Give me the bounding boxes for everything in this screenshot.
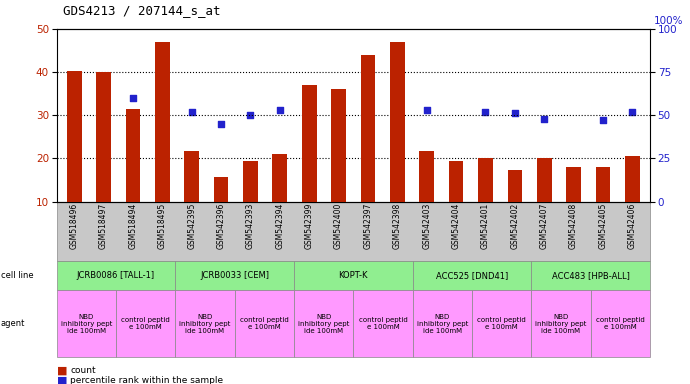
Point <box>362 90 373 96</box>
Text: NBD
inhibitory pept
ide 100mM: NBD inhibitory pept ide 100mM <box>535 313 586 334</box>
Point <box>627 109 638 115</box>
Bar <box>448 161 464 202</box>
Text: ▶: ▶ <box>87 319 92 328</box>
Point <box>275 107 286 113</box>
Bar <box>243 161 258 202</box>
Point <box>480 109 491 115</box>
Point <box>333 93 344 99</box>
Bar <box>478 157 493 202</box>
Text: NBD
inhibitory pept
ide 100mM: NBD inhibitory pept ide 100mM <box>61 313 112 334</box>
Bar <box>508 170 522 202</box>
Text: NBD
inhibitory pept
ide 100mM: NBD inhibitory pept ide 100mM <box>417 313 468 334</box>
Point <box>128 95 139 101</box>
Point <box>186 109 197 115</box>
Text: count: count <box>70 366 96 375</box>
Bar <box>361 55 375 202</box>
Text: NBD
inhibitory pept
ide 100mM: NBD inhibitory pept ide 100mM <box>179 313 230 334</box>
Text: JCRB0033 [CEM]: JCRB0033 [CEM] <box>200 271 269 280</box>
Point <box>421 107 432 113</box>
Text: control peptid
e 100mM: control peptid e 100mM <box>477 317 526 330</box>
Bar <box>625 156 640 202</box>
Point <box>509 111 520 117</box>
Text: control peptid
e 100mM: control peptid e 100mM <box>121 317 170 330</box>
Point <box>157 86 168 92</box>
Point <box>98 91 109 98</box>
Point <box>598 118 609 124</box>
Bar <box>273 154 287 202</box>
Bar <box>566 167 581 202</box>
Text: control peptid
e 100mM: control peptid e 100mM <box>596 317 644 330</box>
Bar <box>331 89 346 202</box>
Bar <box>126 109 140 202</box>
Text: ▶: ▶ <box>87 271 92 280</box>
Bar <box>420 151 434 202</box>
Bar <box>537 159 551 202</box>
Point <box>69 91 80 98</box>
Bar <box>214 177 228 202</box>
Bar <box>390 42 405 202</box>
Bar <box>595 167 611 202</box>
Point <box>539 116 550 122</box>
Text: ■: ■ <box>57 366 67 376</box>
Bar <box>67 71 81 202</box>
Point <box>245 112 256 118</box>
Bar <box>155 42 170 202</box>
Text: ACC525 [DND41]: ACC525 [DND41] <box>436 271 508 280</box>
Text: control peptid
e 100mM: control peptid e 100mM <box>240 317 288 330</box>
Bar <box>184 151 199 202</box>
Text: agent: agent <box>1 319 25 328</box>
Text: cell line: cell line <box>1 271 33 280</box>
Point <box>215 121 226 127</box>
Text: control peptid
e 100mM: control peptid e 100mM <box>359 317 407 330</box>
Text: 100%: 100% <box>654 16 684 26</box>
Text: percentile rank within the sample: percentile rank within the sample <box>70 376 224 384</box>
Text: NBD
inhibitory pept
ide 100mM: NBD inhibitory pept ide 100mM <box>298 313 349 334</box>
Text: KOPT-K: KOPT-K <box>339 271 368 280</box>
Text: GDS4213 / 207144_s_at: GDS4213 / 207144_s_at <box>63 4 221 17</box>
Point <box>392 86 403 92</box>
Text: JCRB0086 [TALL-1]: JCRB0086 [TALL-1] <box>77 271 155 280</box>
Bar <box>302 85 317 202</box>
Text: ■: ■ <box>57 376 67 384</box>
Bar <box>96 71 111 202</box>
Point <box>304 96 315 103</box>
Text: ACC483 [HPB-ALL]: ACC483 [HPB-ALL] <box>552 271 629 280</box>
